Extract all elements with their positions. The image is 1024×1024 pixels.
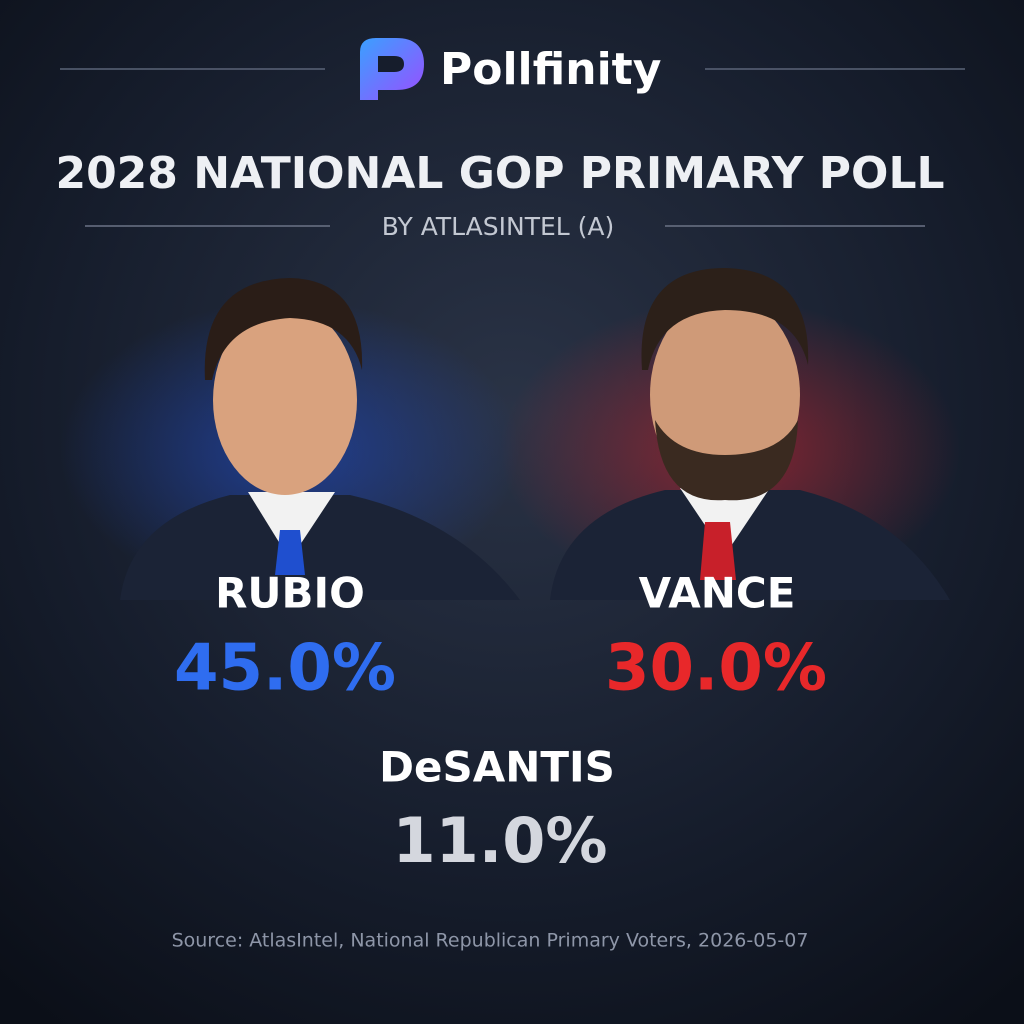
portrait [120, 278, 520, 600]
candidate-name: DeSANTIS [379, 743, 615, 792]
candidate-name: VANCE [639, 569, 796, 618]
candidate-name: RUBIO [215, 569, 365, 618]
candidate-percent: 30.0% [605, 632, 827, 706]
portrait [550, 268, 950, 600]
candidate-percent: 45.0% [174, 632, 396, 706]
candidate-percent: 11.0% [392, 804, 607, 877]
subtitle: BY ATLASINTEL (A) [382, 212, 615, 241]
brand: Pollfinity [440, 44, 661, 95]
title: 2028 NATIONAL GOP PRIMARY POLL [55, 148, 944, 199]
logo-icon-hole [378, 56, 404, 72]
source: Source: AtlasIntel, National Republican … [172, 930, 809, 952]
